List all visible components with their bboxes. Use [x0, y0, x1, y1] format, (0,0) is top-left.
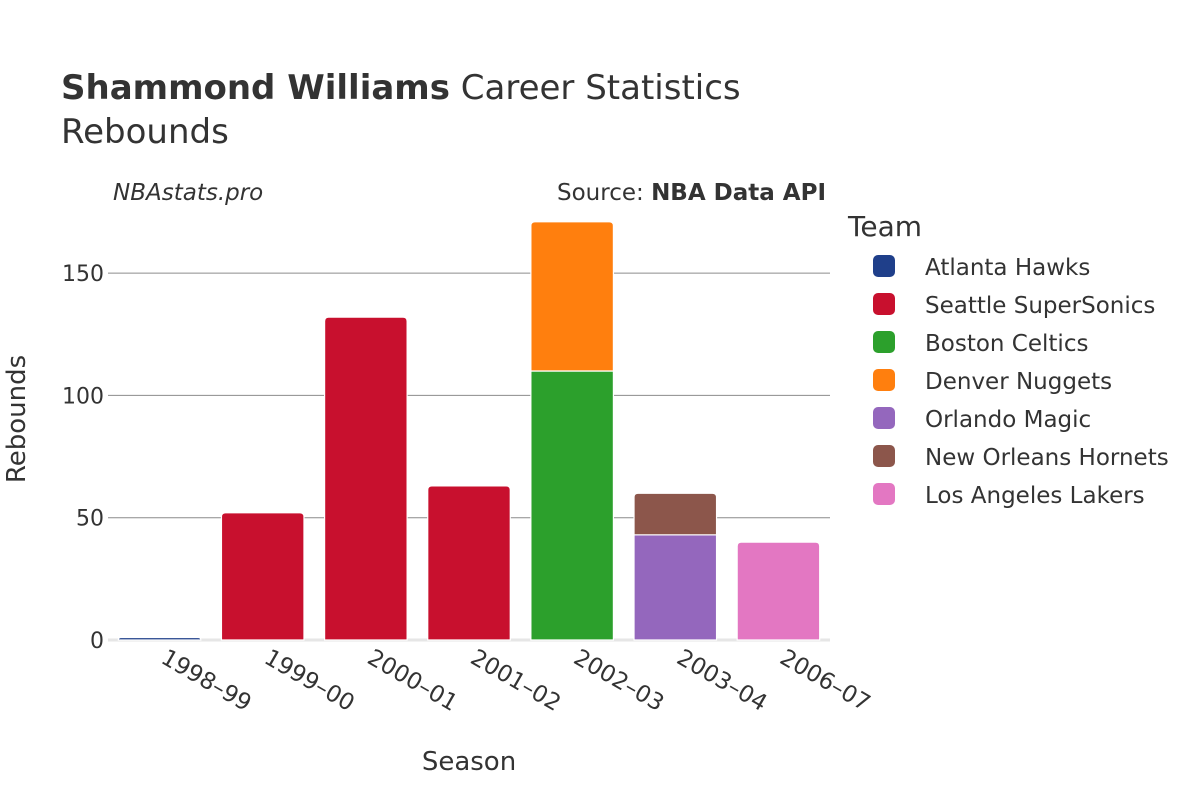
y-axis-label: Rebounds [2, 355, 32, 483]
legend-label[interactable]: Boston Celtics [925, 331, 1088, 357]
y-tick-labels: 0 50 100 150 [62, 262, 104, 654]
legend-label[interactable]: Orlando Magic [925, 407, 1091, 433]
legend-swatch[interactable] [873, 483, 895, 505]
legend: Atlanta Hawks Seattle SuperSonics Boston C… [873, 255, 1169, 509]
bar-segment[interactable] [220, 512, 305, 641]
x-tick-label: 2000–01 [363, 645, 462, 717]
source-credit: Source: NBA Data API [557, 180, 826, 206]
player-name: Shammond Williams [61, 68, 450, 108]
legend-label[interactable]: New Orleans Hornets [925, 445, 1169, 471]
watermark: NBAstats.pro [113, 180, 263, 206]
x-tick-label: 1999–00 [260, 645, 359, 717]
bar-segment[interactable] [427, 485, 511, 641]
legend-label[interactable]: Atlanta Hawks [925, 255, 1090, 281]
bar-segment[interactable] [633, 534, 718, 641]
x-axis-label: Season [422, 747, 516, 777]
bars [117, 221, 821, 641]
chart-title: Shammond Williams Career Statistics Rebou… [61, 66, 741, 154]
y-tick-label: 100 [62, 384, 104, 409]
x-tick-label: 2006–07 [775, 645, 874, 717]
legend-swatch[interactable] [873, 407, 895, 429]
bar-segment[interactable] [117, 636, 202, 641]
source-label: Source: [557, 180, 651, 206]
title-suffix: Career Statistics [460, 68, 741, 108]
legend-swatch[interactable] [873, 293, 895, 315]
legend-label[interactable]: Denver Nuggets [925, 369, 1112, 395]
legend-swatch[interactable] [873, 445, 895, 467]
x-tick-label: 2002–03 [569, 645, 668, 717]
x-tick-label: 1998–99 [157, 645, 256, 717]
y-tick-label: 50 [76, 507, 104, 532]
bar-segment[interactable] [633, 492, 718, 536]
x-tick-label: 2003–04 [672, 645, 771, 717]
legend-title: Team [847, 210, 922, 243]
legend-swatch[interactable] [873, 369, 895, 391]
legend-label[interactable]: Seattle SuperSonics [925, 293, 1155, 319]
legend-label[interactable]: Los Angeles Lakers [925, 483, 1145, 509]
chart-subtitle: Rebounds [61, 112, 229, 152]
bar-segment[interactable] [736, 541, 821, 641]
x-tick-labels: 1998–99 1999–00 2000–01 2001–02 2002–03 2003–… [157, 645, 875, 717]
y-tick-label: 0 [90, 629, 104, 654]
legend-swatch[interactable] [873, 255, 895, 277]
source-value: NBA Data API [651, 180, 826, 206]
legend-swatch[interactable] [873, 331, 895, 353]
y-tick-label: 150 [62, 262, 104, 287]
bar-segment[interactable] [530, 370, 614, 641]
bar-segment[interactable] [324, 316, 408, 641]
bar-segment[interactable] [530, 221, 614, 372]
x-tick-label: 2001–02 [466, 645, 565, 717]
